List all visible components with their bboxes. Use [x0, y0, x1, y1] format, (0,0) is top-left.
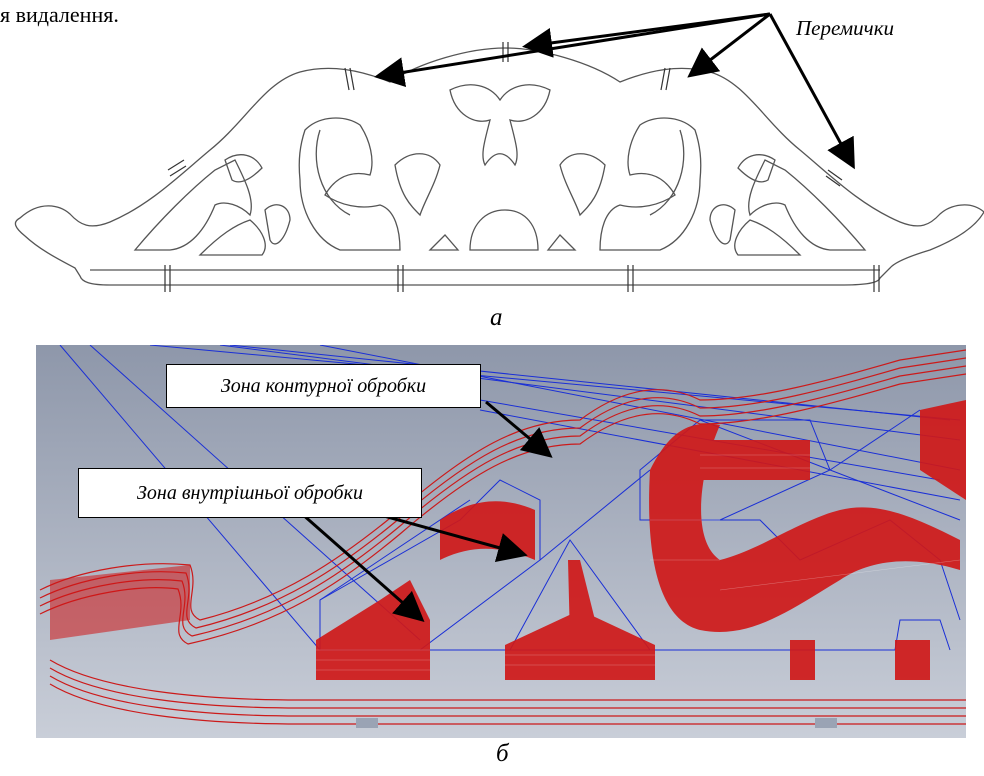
pocket-line-texture: [316, 454, 961, 671]
jumper-mark: [397, 265, 404, 292]
outer-contour: [14, 47, 984, 286]
cutout-left-2: [198, 219, 266, 256]
cutout-center-left: [298, 117, 401, 251]
base-tabs: [356, 718, 837, 728]
contour-zone-label: Зона контурної обробки: [166, 364, 481, 408]
cutout-arch: [469, 209, 539, 251]
inner-arc-right: [649, 129, 685, 216]
arrow-jumper-4: [768, 13, 855, 170]
cutout-center-right: [599, 117, 702, 251]
cutout-right-4: [709, 204, 736, 245]
cutout-right-3: [737, 154, 776, 183]
jumper-mark: [627, 265, 634, 292]
inner-arc-left: [315, 129, 351, 216]
arrow-jumper-3: [687, 12, 771, 78]
cutout-center-mid-r: [559, 153, 606, 217]
jumper-mark: [344, 67, 355, 91]
cutout-left-1: [133, 159, 252, 251]
cutout-right-2: [734, 219, 802, 256]
jumpers-label: Перемички: [796, 16, 895, 40]
cutout-tri-r: [546, 234, 577, 251]
jumper-mark: [825, 169, 843, 187]
jumper-mark: [873, 265, 880, 292]
top-text-fragment: я видалення.: [0, 2, 119, 27]
arrow-contour-zone: [485, 400, 553, 458]
inner-zone-label: Зона внутрішньої обробки: [78, 468, 422, 518]
caption-a: a: [490, 304, 503, 331]
jumper-mark: [167, 159, 187, 177]
cutout-left-4: [264, 204, 291, 245]
jumper-mark: [164, 265, 171, 292]
cutout-right-1: [748, 159, 867, 251]
arrow-jumper-1: [374, 12, 771, 88]
cutout-center-top: [449, 84, 551, 167]
arrow-jumper-2: [522, 12, 771, 58]
jumper-mark: [502, 42, 509, 62]
cutout-tri-l: [428, 234, 460, 251]
cutout-left-3: [224, 154, 263, 183]
jumper-mark: [660, 67, 671, 91]
caption-b: б: [496, 740, 509, 767]
cutout-center-mid: [394, 153, 441, 217]
